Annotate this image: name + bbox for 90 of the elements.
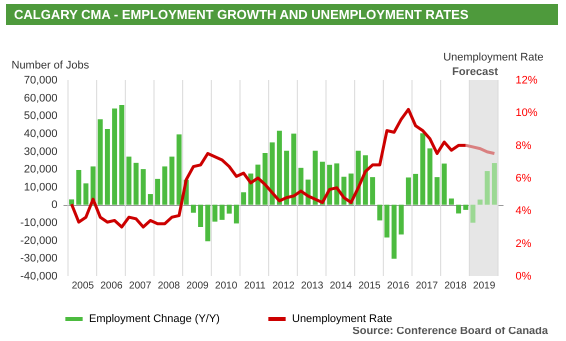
x-tick-label: 2009 bbox=[186, 280, 210, 292]
bar bbox=[162, 166, 168, 205]
line-series bbox=[464, 144, 496, 155]
y-tick-label: -30,000 bbox=[20, 252, 58, 265]
y2-tick-label: 8% bbox=[516, 140, 532, 152]
bar bbox=[284, 150, 290, 205]
bar bbox=[220, 204, 225, 220]
y2-axis-title: Unemployment Rate bbox=[443, 52, 544, 64]
bar bbox=[276, 130, 282, 205]
chart-title: CALGARY CMA - EMPLOYMENT GROWTH AND UNEMPLOYMENT RATES bbox=[6, 4, 558, 25]
bar bbox=[442, 164, 447, 205]
bar bbox=[377, 204, 382, 220]
bar bbox=[98, 119, 103, 205]
x-tick-label: 2008 bbox=[158, 280, 180, 292]
bar bbox=[255, 164, 260, 205]
y2-tick-label: 4% bbox=[516, 205, 532, 218]
bar bbox=[226, 204, 232, 214]
y-tick-label: 50,000 bbox=[24, 110, 58, 122]
y2-tick-label: 2% bbox=[516, 238, 532, 250]
x-tick-label: 2014 bbox=[330, 280, 352, 292]
bar bbox=[119, 104, 124, 205]
bar bbox=[291, 134, 296, 205]
bar bbox=[126, 156, 132, 205]
x-tick-label: 2007 bbox=[129, 280, 152, 292]
bar bbox=[384, 204, 390, 238]
bar bbox=[140, 169, 146, 205]
bar bbox=[392, 204, 397, 259]
x-tick-label: 2013 bbox=[301, 280, 324, 292]
bar bbox=[463, 204, 468, 210]
line-series bbox=[70, 108, 468, 228]
bar bbox=[148, 194, 153, 205]
bar bbox=[478, 200, 483, 205]
bar bbox=[370, 177, 376, 205]
bar bbox=[198, 204, 204, 227]
y2-tick-label: 6% bbox=[516, 172, 532, 184]
y-tick-label: -40,000 bbox=[20, 270, 58, 282]
y-tick-label: 0 bbox=[51, 199, 58, 212]
legend-label: Unemployment Rate bbox=[292, 313, 392, 325]
bar bbox=[406, 177, 411, 205]
bar bbox=[456, 204, 462, 214]
bar bbox=[76, 170, 82, 205]
bar bbox=[427, 148, 432, 205]
x-tick-label: 2010 bbox=[215, 280, 238, 292]
bar bbox=[413, 174, 418, 205]
bar bbox=[241, 192, 246, 205]
bar bbox=[212, 204, 218, 222]
bar bbox=[434, 177, 440, 205]
bar bbox=[112, 108, 118, 205]
bar bbox=[420, 133, 426, 205]
y-tick-label: 60,000 bbox=[24, 92, 58, 104]
y2-tick-label: 12% bbox=[516, 74, 538, 86]
y-axis-title: Number of Jobs bbox=[12, 60, 90, 72]
y-tick-label: 10,000 bbox=[24, 181, 58, 194]
x-tick-label: 2016 bbox=[387, 280, 410, 292]
x-tick-label: 2006 bbox=[100, 280, 124, 292]
bar bbox=[176, 134, 182, 205]
bar bbox=[190, 204, 196, 213]
bar bbox=[169, 156, 174, 205]
y2-tick-label: 10% bbox=[516, 107, 538, 120]
bar bbox=[83, 183, 88, 205]
y-tick-label: 30,000 bbox=[24, 146, 58, 158]
bar bbox=[312, 150, 318, 205]
bar bbox=[205, 204, 210, 242]
y-tick-label: 20,000 bbox=[24, 164, 58, 176]
x-tick-label: 2005 bbox=[72, 280, 94, 292]
bar bbox=[270, 142, 275, 205]
y-tick-label: 40,000 bbox=[24, 128, 58, 140]
y-tick-label: -10,000 bbox=[20, 217, 58, 230]
bar bbox=[104, 129, 110, 205]
x-tick-label: 2017 bbox=[416, 280, 438, 292]
legend-label: Employment Chnage (Y/Y) bbox=[89, 313, 220, 325]
bar bbox=[134, 162, 139, 205]
y-tick-label: 70,000 bbox=[24, 74, 58, 86]
bar bbox=[470, 204, 476, 223]
y-tick-label: -20,000 bbox=[20, 234, 58, 247]
x-tick-label: 2019 bbox=[473, 280, 496, 292]
y2-tick-label: 0% bbox=[516, 270, 532, 282]
bar bbox=[492, 163, 497, 205]
x-tick-label: 2015 bbox=[358, 280, 382, 292]
x-tick-label: 2018 bbox=[444, 280, 468, 292]
bar bbox=[155, 178, 160, 205]
x-tick-label: 2011 bbox=[244, 280, 266, 292]
bar bbox=[448, 198, 454, 205]
bar bbox=[69, 199, 74, 205]
bar bbox=[484, 171, 490, 205]
bar bbox=[234, 204, 239, 224]
bar bbox=[398, 204, 404, 234]
band-label: Forecast bbox=[452, 66, 498, 78]
x-tick-label: 2012 bbox=[272, 280, 296, 292]
bar bbox=[262, 153, 268, 205]
